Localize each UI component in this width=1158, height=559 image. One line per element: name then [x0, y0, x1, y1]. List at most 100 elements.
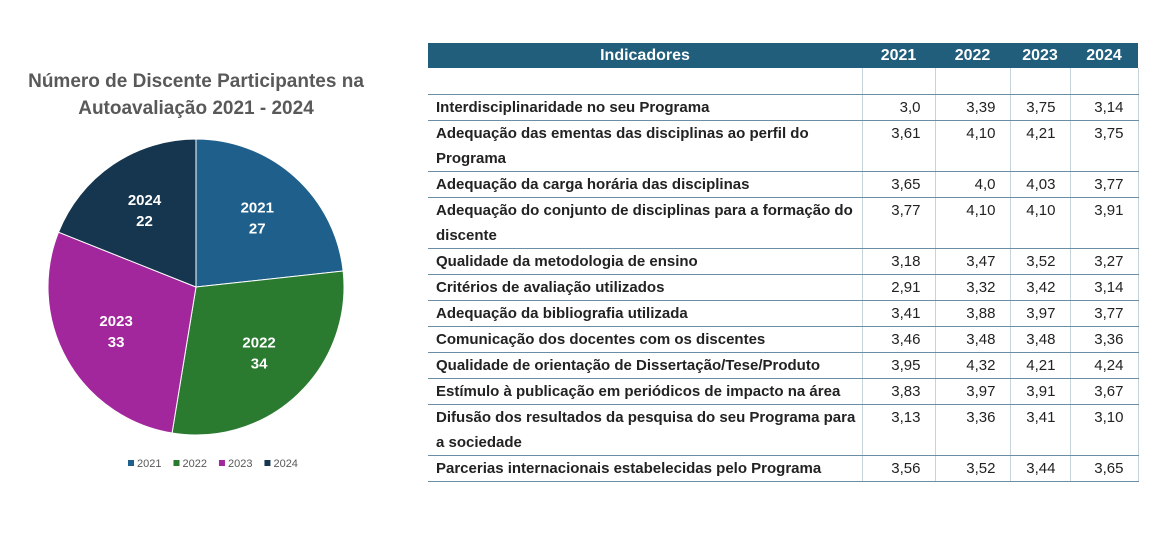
table-row: Adequação da carga horária das disciplin… [428, 171, 1139, 198]
value-cell: 4,03 [1010, 171, 1071, 198]
pie-slice [47, 231, 197, 434]
legend-label: 2024 [273, 458, 297, 470]
value-cell: 3,77 [862, 197, 936, 249]
value-cell: 3,27 [1070, 248, 1139, 275]
value-cell: 3,52 [1010, 248, 1071, 275]
pie-slice [195, 138, 344, 288]
table-row: Adequação do conjunto de disciplinas par… [428, 197, 1139, 249]
value-cell: 3,75 [1070, 120, 1139, 172]
value-cell: 4,21 [1010, 352, 1071, 379]
header-cell: 2024 [1070, 43, 1138, 68]
indicator-cell: Adequação da carga horária das disciplin… [428, 171, 863, 198]
value-cell: 3,67 [1070, 378, 1139, 405]
legend-label: 2021 [137, 458, 161, 470]
slice-category-label: 2024 [128, 192, 162, 209]
legend-swatch [173, 460, 180, 466]
value-cell: 3,97 [935, 378, 1011, 405]
table-row: Comunicação dos docentes com os discente… [428, 326, 1139, 353]
header-cell: 2022 [935, 43, 1010, 68]
value-cell: 3,41 [1010, 404, 1071, 456]
indicator-table: Indicadores 2021 2022 2023 2024 Interdiscipl… [428, 43, 1139, 482]
slice-value-label: 33 [108, 334, 125, 351]
value-cell: 3,65 [1070, 455, 1139, 482]
indicator-cell: Adequação do conjunto de disciplinas par… [428, 197, 863, 249]
value-cell: 3,32 [935, 274, 1011, 301]
legend-swatch [218, 460, 225, 466]
value-cell: 3,13 [862, 404, 936, 456]
value-cell: 3,46 [862, 326, 936, 353]
slice-value-label: 22 [136, 213, 153, 230]
value-cell: 3,36 [935, 404, 1011, 456]
empty-cell [1070, 68, 1139, 95]
header-cell: 2023 [1010, 43, 1070, 68]
indicator-cell: Adequação da bibliografia utilizada [428, 300, 863, 327]
pie-slice [171, 270, 345, 436]
indicator-cell: Difusão dos resultados da pesquisa do se… [428, 404, 863, 456]
empty-cell [935, 68, 1011, 95]
value-cell: 3,18 [862, 248, 936, 275]
value-cell: 3,77 [1070, 300, 1139, 327]
indicator-cell: Estímulo à publicação em periódicos de i… [428, 378, 863, 405]
value-cell: 3,95 [862, 352, 936, 379]
value-cell: 3,83 [862, 378, 936, 405]
value-cell: 4,10 [935, 197, 1011, 249]
value-cell: 3,36 [1070, 326, 1139, 353]
value-cell: 3,77 [1070, 171, 1139, 198]
empty-cell [428, 68, 863, 95]
legend-swatch [264, 460, 271, 466]
empty-row [428, 68, 1139, 95]
value-cell: 3,14 [1070, 94, 1139, 121]
value-cell: 3,48 [1010, 326, 1071, 353]
value-cell: 3,10 [1070, 404, 1139, 456]
table-row: Estímulo à publicação em periódicos de i… [428, 378, 1139, 405]
value-cell: 3,88 [935, 300, 1011, 327]
header-cell: 2021 [862, 43, 935, 68]
empty-cell [1010, 68, 1071, 95]
value-cell: 4,21 [1010, 120, 1071, 172]
value-cell: 3,65 [862, 171, 936, 198]
value-cell: 3,91 [1010, 378, 1071, 405]
table-row: Adequação da bibliografia utilizada 3,41 3… [428, 300, 1139, 327]
value-cell: 3,97 [1010, 300, 1071, 327]
header-cell: Indicadores [428, 43, 862, 68]
table-row: Interdisciplinaridade no seu Programa 3,0… [428, 94, 1139, 121]
indicator-cell: Qualidade da metodologia de ensino [428, 248, 863, 275]
table-row: Adequação das ementas das disciplinas ao… [428, 120, 1139, 172]
legend-label: 2023 [228, 458, 252, 470]
value-cell: 3,52 [935, 455, 1011, 482]
table-row: Parcerias internacionais estabelecidas p… [428, 455, 1139, 482]
slice-value-label: 27 [249, 221, 266, 238]
table-row: Qualidade da metodologia de ensino 3,18 3,… [428, 248, 1139, 275]
value-cell: 3,14 [1070, 274, 1139, 301]
slice-category-label: 2023 [99, 313, 132, 330]
value-cell: 3,48 [935, 326, 1011, 353]
value-cell: 4,10 [1010, 197, 1071, 249]
value-cell: 4,10 [935, 120, 1011, 172]
slice-category-label: 2021 [241, 200, 274, 217]
pie-chart: 2021 27 2022 34 2023 33 2024 22 2021 2022 2023 2024 [47, 138, 345, 470]
legend-swatch [128, 460, 134, 466]
table-header: Indicadores 2021 2022 2023 2024 [428, 43, 1138, 68]
pie-slice [57, 138, 197, 288]
value-cell: 3,42 [1010, 274, 1071, 301]
indicator-cell: Qualidade de orientação de Dissertação/T… [428, 352, 863, 379]
chart-title: Número de Discente Participantes na Auto… [28, 71, 364, 119]
slice-value-label: 34 [251, 356, 268, 373]
value-cell: 3,75 [1010, 94, 1071, 121]
value-cell: 3,0 [862, 94, 936, 121]
indicator-cell: Interdisciplinaridade no seu Programa [428, 94, 863, 121]
value-cell: 2,91 [862, 274, 936, 301]
value-cell: 4,0 [935, 171, 1011, 198]
indicator-cell: Critérios de avaliação utilizados [428, 274, 863, 301]
value-cell: 3,56 [862, 455, 936, 482]
value-cell: 3,91 [1070, 197, 1139, 249]
value-cell: 4,32 [935, 352, 1011, 379]
legend-label: 2022 [182, 458, 206, 470]
value-cell: 3,61 [862, 120, 936, 172]
table-row: Critérios de avaliação utilizados 2,91 3,3… [428, 274, 1139, 301]
indicator-cell: Adequação das ementas das disciplinas ao… [428, 120, 863, 172]
value-cell: 4,24 [1070, 352, 1139, 379]
value-cell: 3,44 [1010, 455, 1071, 482]
slice-category-label: 2022 [242, 335, 275, 352]
value-cell: 3,47 [935, 248, 1011, 275]
